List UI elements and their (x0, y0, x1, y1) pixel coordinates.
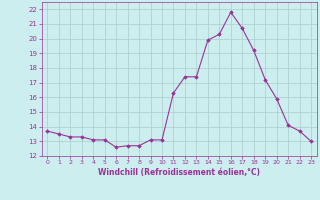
X-axis label: Windchill (Refroidissement éolien,°C): Windchill (Refroidissement éolien,°C) (98, 168, 260, 177)
